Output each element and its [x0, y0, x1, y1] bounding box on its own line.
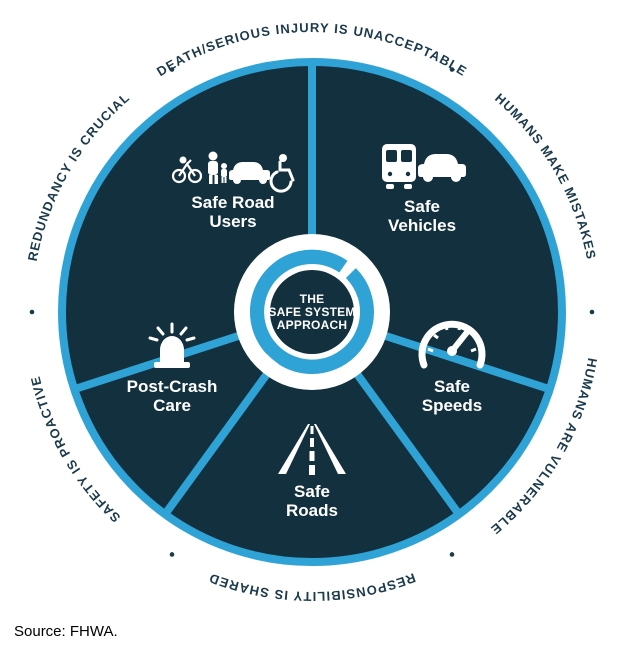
label-ss-1: Safe: [434, 377, 470, 396]
label-sv-1: Safe: [404, 197, 440, 216]
label-pcc-2: Care: [153, 396, 191, 415]
wheel-svg: THE SAFE SYSTEM APPROACH Safe Road Users: [12, 12, 612, 612]
label-sr-1: Safe: [294, 482, 330, 501]
center-text-2: SAFE SYSTEM: [268, 305, 355, 319]
center-hub: THE SAFE SYSTEM APPROACH: [234, 234, 390, 390]
label-sr-2: Roads: [286, 501, 338, 520]
label-sru-1: Safe Road: [191, 193, 274, 212]
label-sru-2: Users: [209, 212, 256, 231]
center-text-1: THE: [300, 292, 325, 306]
center-text-3: APPROACH: [277, 318, 348, 332]
label-ss-2: Speeds: [422, 396, 482, 415]
svg-text:RESPONSIBILITY IS SHARED: RESPONSIBILITY IS SHARED: [206, 570, 417, 604]
source-attribution: Source: FHWA.: [14, 623, 118, 640]
principle-3: RESPONSIBILITY IS SHARED: [206, 570, 417, 604]
label-sv-2: Vehicles: [388, 216, 456, 235]
label-pcc-1: Post-Crash: [127, 377, 218, 396]
safe-system-wheel: THE SAFE SYSTEM APPROACH Safe Road Users: [12, 12, 612, 612]
